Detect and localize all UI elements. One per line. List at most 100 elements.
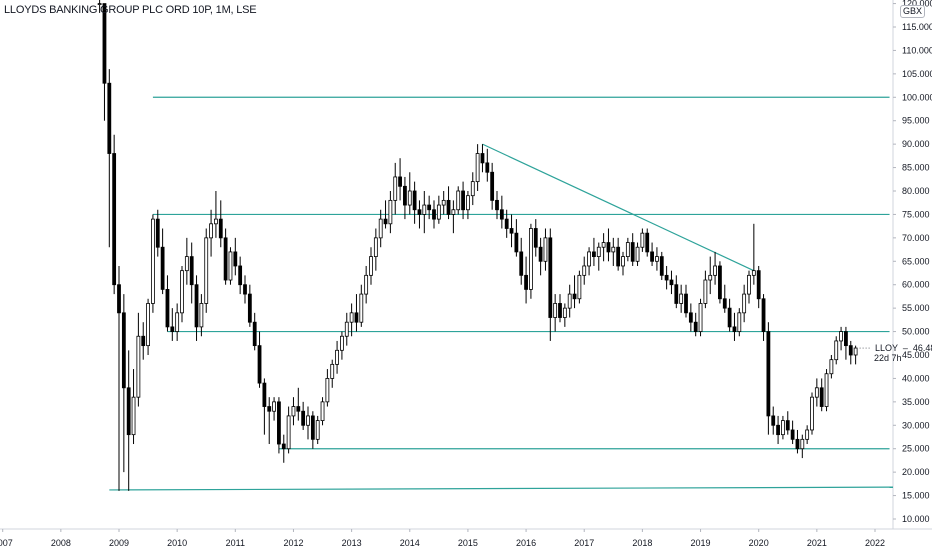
candle-body[interactable]	[601, 242, 606, 248]
candle-body[interactable]	[645, 232, 650, 253]
candle-body[interactable]	[756, 270, 761, 300]
candle-body[interactable]	[112, 153, 117, 286]
candle-body[interactable]	[844, 331, 848, 347]
candle-body[interactable]	[281, 443, 286, 450]
candle-body[interactable]	[194, 284, 199, 328]
candle-body[interactable]	[834, 340, 839, 361]
candle-body[interactable]	[209, 223, 213, 239]
candle-body[interactable]	[373, 237, 378, 258]
candle-body[interactable]	[480, 153, 485, 164]
candle-body[interactable]	[199, 303, 204, 328]
candle-body[interactable]	[456, 190, 461, 211]
currency-badge[interactable]: GBX	[900, 5, 926, 18]
candle-body[interactable]	[592, 251, 596, 258]
candle-body[interactable]	[364, 274, 369, 295]
candle-body[interactable]	[659, 256, 664, 276]
candle-body[interactable]	[655, 256, 659, 262]
candle-body[interactable]	[432, 209, 436, 220]
candle-body[interactable]	[238, 265, 243, 286]
trendline[interactable]	[482, 143, 755, 272]
candle-body[interactable]	[524, 274, 528, 290]
candle-body[interactable]	[136, 335, 141, 398]
candle-body[interactable]	[529, 228, 533, 290]
candle-body[interactable]	[117, 284, 121, 314]
candle-body[interactable]	[771, 415, 776, 426]
candle-body[interactable]	[383, 218, 388, 225]
candle-body[interactable]	[412, 190, 417, 211]
candle-body[interactable]	[533, 228, 538, 248]
candle-body[interactable]	[553, 303, 558, 318]
candle-body[interactable]	[218, 218, 223, 239]
candle-body[interactable]	[340, 335, 344, 351]
candle-body[interactable]	[737, 312, 742, 332]
candle-body[interactable]	[151, 218, 155, 304]
candle-body[interactable]	[829, 359, 834, 375]
candle-body[interactable]	[630, 242, 635, 262]
candle-body[interactable]	[223, 237, 228, 281]
candle-body[interactable]	[204, 237, 209, 304]
candle-body[interactable]	[776, 424, 780, 436]
candle-body[interactable]	[170, 326, 175, 332]
candle-body[interactable]	[175, 312, 180, 332]
candle-body[interactable]	[475, 153, 480, 183]
candle-body[interactable]	[97, 3, 102, 5]
candle-body[interactable]	[470, 181, 475, 197]
candle-body[interactable]	[403, 185, 407, 206]
candle-body[interactable]	[495, 199, 499, 211]
candle-body[interactable]	[703, 279, 708, 304]
candle-body[interactable]	[732, 326, 737, 332]
candle-body[interactable]	[635, 246, 640, 262]
candle-body[interactable]	[189, 256, 194, 286]
candle-body[interactable]	[461, 190, 465, 211]
candle-body[interactable]	[286, 415, 291, 450]
candle-body[interactable]	[393, 176, 398, 201]
candle-body[interactable]	[214, 218, 218, 225]
candle-body[interactable]	[310, 415, 315, 440]
candle-body[interactable]	[824, 373, 829, 407]
candle-body[interactable]	[664, 274, 669, 281]
candle-body[interactable]	[126, 387, 131, 436]
candle-body[interactable]	[819, 387, 824, 407]
candle-body[interactable]	[674, 284, 679, 304]
candle-body[interactable]	[398, 176, 402, 187]
candle-body[interactable]	[325, 378, 330, 403]
candle-body[interactable]	[378, 218, 383, 239]
candle-body[interactable]	[272, 401, 276, 412]
candle-body[interactable]	[621, 256, 625, 267]
candle-body[interactable]	[349, 312, 354, 323]
candle-body[interactable]	[606, 242, 611, 253]
candle-body[interactable]	[616, 246, 621, 267]
candle-body[interactable]	[766, 331, 771, 417]
candle-body[interactable]	[577, 274, 582, 300]
candle-body[interactable]	[727, 307, 732, 328]
candle-body[interactable]	[543, 237, 548, 262]
candle-body[interactable]	[427, 204, 432, 211]
trendline[interactable]	[109, 486, 893, 491]
candle-body[interactable]	[625, 242, 630, 258]
candle-body[interactable]	[713, 265, 717, 276]
candle-body[interactable]	[587, 251, 591, 267]
candle-body[interactable]	[795, 438, 800, 450]
candle-body[interactable]	[693, 321, 698, 332]
candle-body[interactable]	[611, 246, 616, 253]
candle-body[interactable]	[160, 246, 165, 290]
candle-body[interactable]	[519, 251, 524, 276]
candle-body[interactable]	[441, 199, 446, 206]
candle-body[interactable]	[180, 270, 184, 314]
candle-body[interactable]	[301, 410, 306, 426]
candle-body[interactable]	[330, 363, 335, 379]
candle-body[interactable]	[141, 335, 146, 347]
candle-body[interactable]	[422, 204, 427, 215]
candle-body[interactable]	[669, 279, 674, 286]
candle-body[interactable]	[582, 265, 587, 276]
candle-body[interactable]	[567, 293, 572, 309]
candle-body[interactable]	[761, 298, 766, 332]
candle-body[interactable]	[417, 209, 422, 215]
candle-body[interactable]	[344, 321, 349, 337]
candle-body[interactable]	[436, 204, 441, 220]
candle-body[interactable]	[800, 438, 805, 450]
candle-body[interactable]	[388, 199, 393, 225]
candle-body[interactable]	[650, 251, 654, 262]
candle-body[interactable]	[504, 218, 509, 229]
